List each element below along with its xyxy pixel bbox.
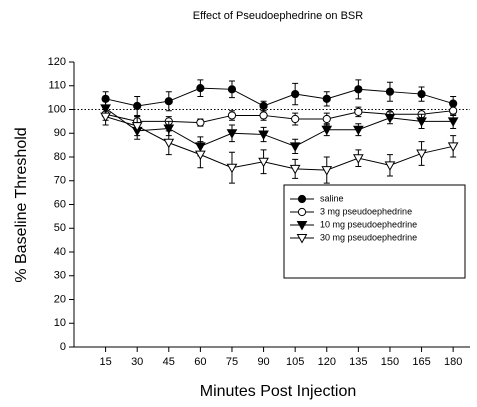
x-tick-label: 165 (412, 356, 430, 368)
x-tick-label: 90 (257, 356, 269, 368)
marker (384, 113, 396, 124)
x-tick-label: 135 (349, 356, 367, 368)
marker (195, 150, 206, 161)
legend-label: 30 mg pseudoephedrine (320, 232, 417, 242)
x-tick-label: 45 (163, 356, 175, 368)
y-tick-label: 60 (54, 198, 66, 210)
marker (291, 114, 300, 124)
series-line (105, 87, 454, 107)
y-tick-label: 50 (54, 222, 66, 234)
marker (384, 161, 396, 171)
x-tick-label: 15 (99, 356, 111, 368)
marker (259, 111, 268, 120)
x-tick-label: 150 (381, 356, 399, 368)
marker (196, 84, 205, 93)
marker (322, 114, 331, 124)
y-tick-label: 30 (54, 270, 66, 282)
x-axis-label: Minutes Post Injection (200, 383, 357, 400)
marker (131, 122, 143, 132)
legend-label: 3 mg pseudoephedrine (320, 206, 412, 216)
marker (321, 166, 333, 176)
x-tick-label: 180 (444, 356, 462, 368)
marker (196, 118, 205, 127)
marker (416, 117, 427, 127)
series-line (105, 116, 454, 171)
marker (385, 87, 395, 96)
marker (226, 163, 238, 174)
legend-label: saline (320, 193, 344, 203)
y-axis-label: % Baseline Threshold (13, 127, 30, 282)
y-tick-label: 110 (48, 80, 66, 92)
legend-label: 10 mg pseudoephedrine (320, 219, 417, 229)
marker (447, 142, 459, 152)
marker (227, 111, 237, 120)
marker (447, 117, 459, 127)
x-tick-label: 120 (318, 356, 336, 368)
y-tick-label: 120 (48, 56, 66, 68)
marker (321, 125, 333, 136)
y-tick-label: 10 (54, 317, 66, 329)
marker (163, 124, 175, 135)
legend-marker (296, 234, 308, 244)
legend-marker (297, 207, 307, 217)
marker (227, 85, 237, 94)
y-tick-label: 100 (48, 103, 66, 115)
marker (353, 125, 364, 136)
y-tick-label: 0 (60, 341, 66, 353)
marker (163, 138, 175, 149)
x-tick-label: 105 (286, 356, 304, 368)
y-tick-label: 80 (54, 151, 66, 163)
marker (133, 101, 142, 111)
marker (226, 129, 238, 139)
marker (289, 142, 301, 152)
marker (417, 89, 426, 99)
x-tick-label: 60 (194, 356, 206, 368)
marker (354, 107, 363, 116)
series-line (105, 107, 454, 147)
marker (259, 101, 268, 111)
x-tick-label: 30 (131, 356, 143, 368)
y-tick-label: 70 (54, 175, 66, 187)
chart-title: Effect of Pseudoephedrine on BSR (193, 10, 363, 22)
y-tick-label: 40 (54, 246, 66, 258)
legend-box (283, 184, 466, 279)
x-tick-label: 75 (226, 356, 238, 368)
y-tick-label: 90 (54, 127, 66, 139)
marker (291, 89, 300, 99)
y-tick-label: 20 (54, 293, 66, 305)
marker (289, 164, 301, 175)
marker (354, 85, 363, 94)
legend-marker (297, 194, 307, 204)
series-line (105, 110, 454, 124)
marker (449, 106, 458, 115)
legend-marker (296, 221, 308, 231)
marker (353, 154, 364, 164)
marker (164, 97, 173, 106)
marker (100, 112, 111, 123)
marker (258, 130, 269, 140)
marker (322, 94, 331, 103)
marker (416, 149, 427, 159)
marker (258, 157, 269, 168)
